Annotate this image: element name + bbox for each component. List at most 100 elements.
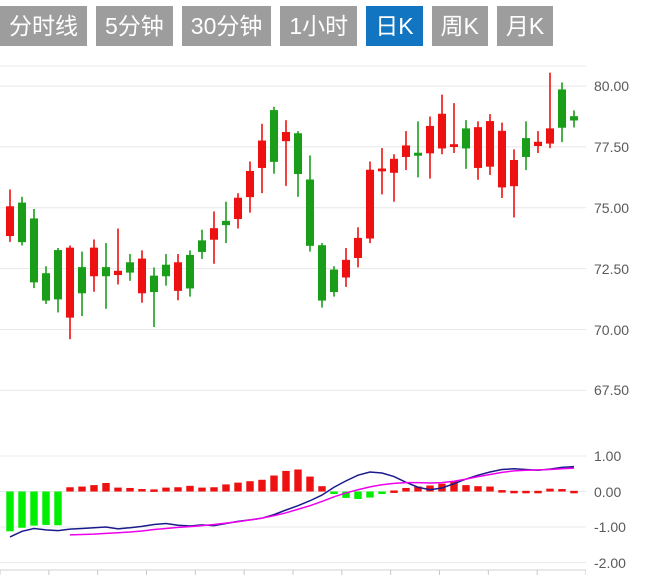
candlestick: [149, 267, 159, 328]
candle-body: [125, 262, 135, 273]
candle-body: [413, 152, 423, 156]
candlestick: [317, 243, 327, 308]
tab-daily[interactable]: 日K: [366, 6, 423, 46]
price-y-axis: 80.00 77.50 75.00 72.50 70.00 67.50: [586, 52, 648, 422]
candle-body: [281, 132, 291, 142]
macd-dif-line: [9, 465, 575, 538]
macd-axis-tick-label: -1.00: [594, 519, 626, 536]
candle-body: [485, 121, 495, 167]
macd-histogram-bar: [366, 491, 374, 498]
candlestick: [293, 131, 303, 197]
macd-y-axis: 1.00 0.00 -1.00 -2.00: [586, 440, 648, 575]
candle-body: [137, 258, 147, 294]
tab-30min[interactable]: 30分钟: [181, 6, 272, 46]
macd-dea-line: [69, 467, 575, 536]
candlestick: [485, 114, 495, 175]
macd-histogram-bar: [306, 476, 314, 492]
macd-histogram-bar: [498, 490, 506, 493]
candle-body: [17, 202, 27, 243]
price-axis-tick-label: 75.00: [594, 199, 630, 216]
candlestick: [245, 161, 255, 213]
candlestick: [29, 209, 39, 289]
macd-histogram-bar: [342, 491, 350, 498]
price-candlestick-panel[interactable]: [0, 52, 586, 422]
macd-histogram-bar: [378, 491, 386, 495]
tab-label: 30分钟: [190, 12, 263, 39]
candlestick: [233, 193, 243, 229]
price-axis-tick-label: 80.00: [594, 78, 630, 95]
tab-1hour[interactable]: 1小时: [280, 6, 358, 46]
macd-histogram-bar: [54, 491, 62, 526]
macd-histogram-bar: [330, 491, 338, 495]
candle-body: [293, 133, 303, 175]
tab-monthly[interactable]: 月K: [496, 6, 554, 46]
macd-histogram-bar: [282, 470, 290, 492]
candle-body: [113, 270, 123, 276]
macd-histogram-bar: [90, 485, 98, 492]
candle-body: [545, 128, 555, 144]
candle-body: [473, 127, 483, 168]
macd-histogram-bar: [474, 486, 482, 492]
candlestick: [209, 211, 219, 264]
candle-body: [449, 144, 459, 148]
macd-histogram-bar: [186, 485, 194, 492]
candle-body: [269, 110, 279, 162]
tab-5min[interactable]: 5分钟: [96, 6, 173, 46]
macd-histogram-bar: [126, 487, 134, 492]
candlestick: [305, 155, 315, 252]
macd-histogram-bar: [402, 487, 410, 492]
candlestick: [17, 196, 27, 246]
candlestick: [341, 247, 351, 287]
macd-indicator-panel[interactable]: [0, 440, 586, 575]
macd-axis-tick-label: 0.00: [594, 483, 622, 500]
macd-histogram-bar: [78, 486, 86, 492]
tab-label: 5分钟: [105, 12, 164, 39]
macd-histogram-bar: [258, 479, 266, 492]
candlestick: [113, 228, 123, 285]
candlestick: [353, 227, 363, 268]
candle-body: [509, 160, 519, 187]
macd-histogram-bar: [462, 485, 470, 492]
candlestick: [521, 121, 531, 171]
macd-histogram-bar: [486, 486, 494, 492]
candle-body: [65, 247, 75, 318]
candle-body: [29, 218, 39, 283]
tab-label: 日K: [375, 12, 414, 39]
candle-body: [353, 237, 363, 258]
macd-histogram-bar: [354, 491, 362, 499]
macd-histogram-bar: [318, 486, 326, 492]
candle-body: [305, 179, 315, 246]
candlestick: [365, 161, 375, 244]
candle-body: [101, 267, 111, 277]
candle-body: [377, 168, 387, 172]
candle-body: [341, 259, 351, 278]
macd-axis-tick-label: 1.00: [594, 447, 622, 464]
macd-histogram-bar: [174, 487, 182, 492]
candlestick: [77, 251, 87, 317]
candle-body: [437, 113, 447, 149]
macd-histogram-bar: [198, 487, 206, 492]
macd-histogram-bar: [234, 482, 242, 492]
tab-label: 1小时: [289, 12, 349, 39]
candlestick: [137, 250, 147, 303]
candlestick: [401, 131, 411, 171]
candle-body: [461, 128, 471, 149]
candlestick: [41, 266, 51, 304]
candle-body: [185, 254, 195, 289]
macd-histogram-bar: [570, 490, 578, 494]
tab-weekly[interactable]: 周K: [431, 6, 488, 46]
macd-histogram-bar: [6, 491, 14, 532]
candle-body: [569, 116, 579, 121]
candle-body: [5, 206, 15, 237]
candle-body: [221, 220, 231, 226]
candle-body: [173, 262, 183, 291]
candlestick: [425, 116, 435, 179]
candle-body: [197, 240, 207, 252]
candlestick: [173, 254, 183, 301]
tab-timeline[interactable]: 分时线: [0, 6, 87, 46]
macd-histogram-bar: [150, 489, 158, 492]
macd-histogram-bar: [534, 490, 542, 494]
candlestick: [437, 94, 447, 155]
candlestick: [509, 149, 519, 218]
